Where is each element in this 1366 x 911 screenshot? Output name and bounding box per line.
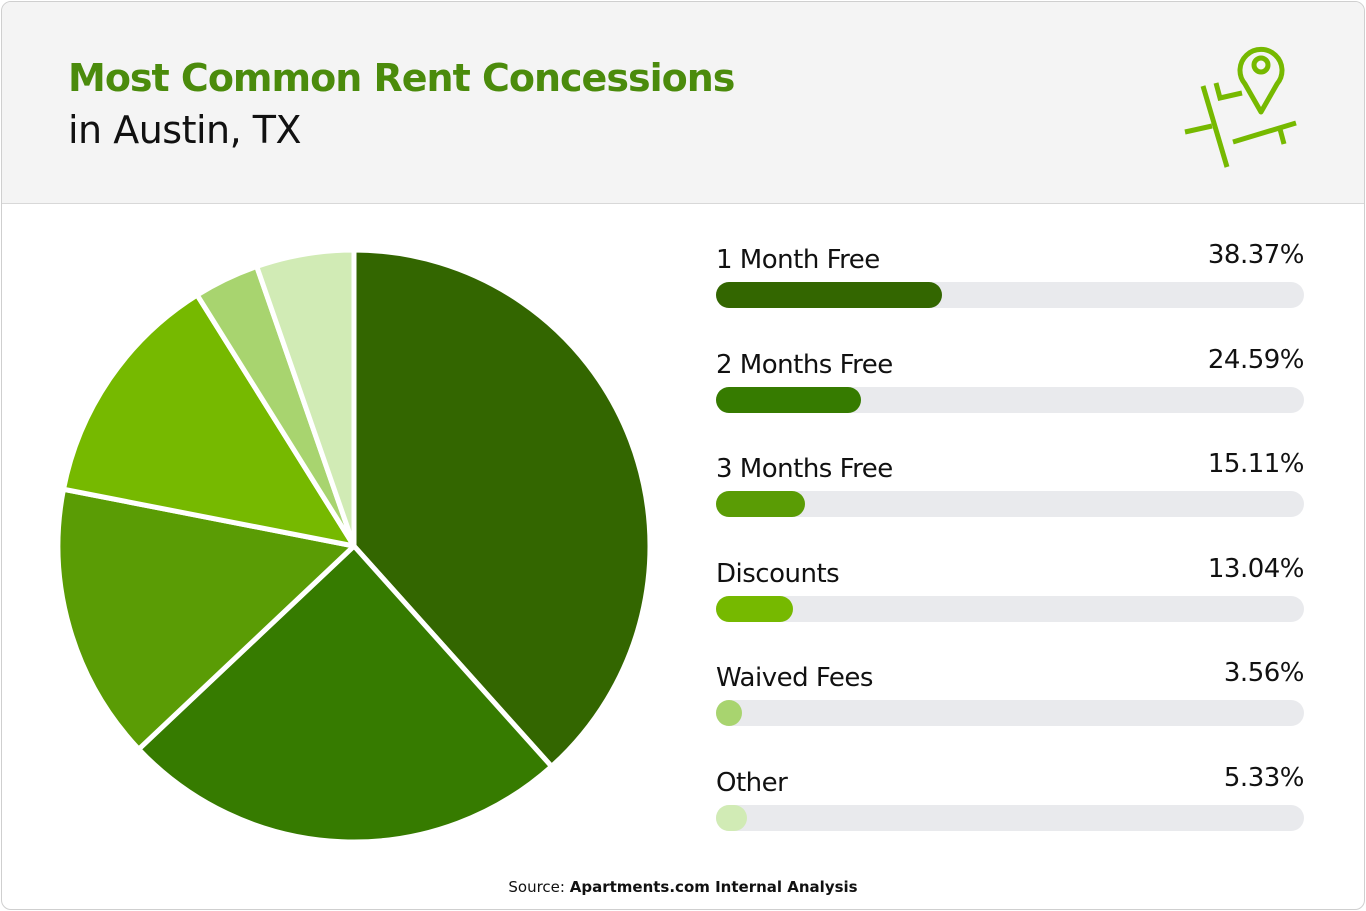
source-prefix: Source: xyxy=(508,878,570,896)
pie-slice-1-month-free xyxy=(351,247,653,769)
value-label: 24.59% xyxy=(1207,344,1305,375)
category-label: Other xyxy=(716,767,788,798)
chart-title: Most Common Rent Concessions xyxy=(68,56,735,100)
bar-track xyxy=(716,804,1304,831)
bar-fill xyxy=(716,700,742,726)
pie-slice-other xyxy=(254,247,357,549)
bar-track xyxy=(716,386,1304,413)
value-label: 15.11% xyxy=(1207,449,1305,479)
source-note: Source: Apartments.com Internal Analysis xyxy=(2,878,1364,896)
category-label: 3 Months Free xyxy=(716,454,893,484)
category-label: 2 Months Free xyxy=(716,349,893,380)
bar-fill xyxy=(716,595,793,622)
pie-slice-discounts xyxy=(60,292,357,549)
value-label: 5.33% xyxy=(1223,762,1305,793)
category-label: Waived Fees xyxy=(716,663,873,693)
value-label: 13.04% xyxy=(1207,553,1305,584)
chart-subtitle: in Austin, TX xyxy=(68,108,302,152)
bar-fill xyxy=(716,282,942,308)
category-label: 1 Month Free xyxy=(716,245,880,275)
bar-track xyxy=(716,700,1304,726)
map-pin-icon xyxy=(1184,46,1297,168)
pie-slice-2-months-free xyxy=(136,543,555,845)
bar-track xyxy=(716,491,1304,517)
category-label: Discounts xyxy=(716,558,840,589)
source-name: Apartments.com Internal Analysis xyxy=(569,878,858,896)
bar-track xyxy=(716,282,1304,308)
header: Most Common Rent Concessions in Austin, … xyxy=(2,2,1364,204)
value-label: 3.56% xyxy=(1223,658,1305,688)
bar-fill xyxy=(716,804,748,831)
bar-fill xyxy=(716,386,861,413)
bar-fill xyxy=(716,491,805,517)
value-label: 38.37% xyxy=(1207,240,1305,270)
bar-track xyxy=(716,595,1304,622)
pie-slice-3-months-free xyxy=(55,486,357,752)
